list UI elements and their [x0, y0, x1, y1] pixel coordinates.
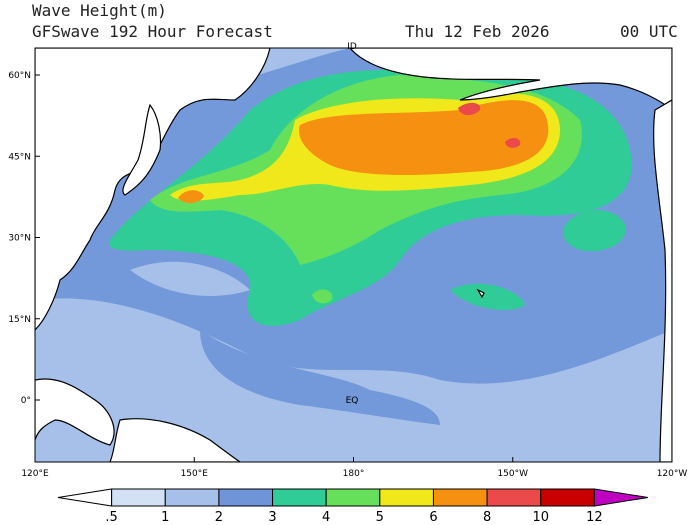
colorbar-label: 12	[586, 510, 603, 525]
colorbar-box	[432, 488, 488, 507]
colorbar-label: 10	[532, 510, 549, 525]
colorbar-box	[272, 488, 327, 507]
colorbar-box	[486, 488, 542, 507]
map	[35, 48, 672, 462]
time: 00 UTC	[620, 22, 678, 41]
lon-label: 150°E	[181, 469, 209, 479]
lat-label: 0°	[21, 396, 31, 406]
lat-label: 45°N	[8, 152, 31, 162]
lon-label: 120°E	[21, 469, 49, 479]
colorbar-box	[379, 488, 434, 507]
lat-labels: 60°N 45°N 30°N 15°N 0°	[8, 71, 40, 406]
colorbar-label: 2	[215, 510, 223, 525]
colorbar-end	[593, 488, 649, 507]
annotation: EQ	[346, 396, 359, 406]
colorbar-label: .5	[105, 510, 117, 525]
lon-label: 180°	[343, 469, 365, 479]
colorbar-label: 1	[161, 510, 169, 525]
colorbar-box	[111, 488, 166, 507]
colorbar: .5 1 2 3 4 5 6 8 10 12	[57, 488, 649, 525]
colorbar-box	[164, 488, 220, 507]
lon-label: 120°W	[657, 469, 688, 479]
colorbar-box	[540, 488, 595, 507]
colorbar-label: 5	[376, 510, 384, 525]
annotation: ID	[347, 42, 357, 52]
lon-labels: 120°E 150°E 180° 150°W 120°W	[21, 457, 687, 479]
title: Wave Height(m)	[32, 1, 167, 20]
lon-label: 150°W	[497, 469, 528, 479]
colorbar-box	[325, 488, 381, 507]
date: Thu 12 Feb 2026	[405, 22, 550, 41]
colorbar-box	[218, 488, 274, 507]
colorbar-label: 8	[483, 510, 491, 525]
lat-label: 60°N	[8, 71, 31, 81]
lat-label: 30°N	[8, 234, 31, 244]
colorbar-label: 6	[429, 510, 437, 525]
subtitle: GFSwave 192 Hour Forecast	[32, 22, 273, 41]
colorbar-label: 4	[322, 510, 330, 525]
colorbar-label: 3	[268, 510, 276, 525]
colorbar-end	[57, 488, 113, 507]
lat-label: 15°N	[8, 315, 31, 325]
